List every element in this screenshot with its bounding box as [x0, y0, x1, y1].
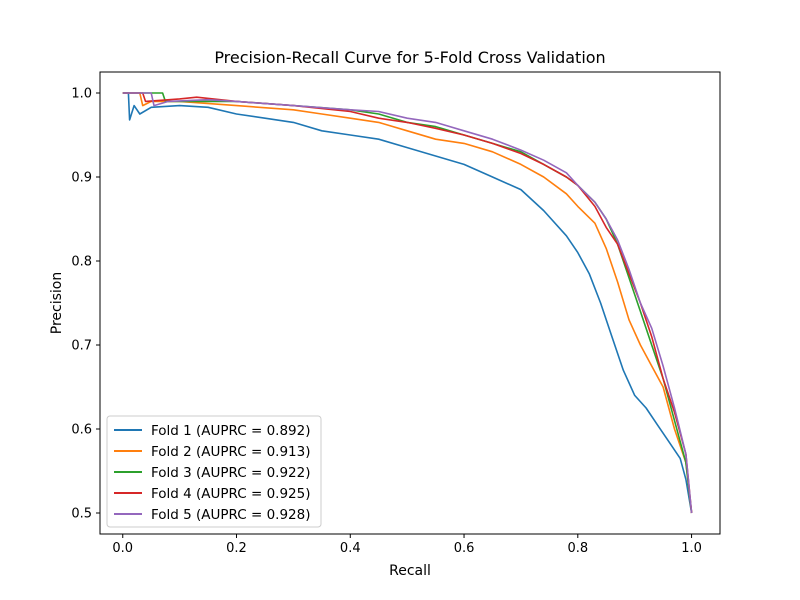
x-tick-label: 1.0 [681, 541, 702, 556]
y-axis-label: Precision [49, 272, 65, 334]
series-line-fold-2 [122, 92, 693, 514]
y-tick-label: 0.9 [71, 171, 92, 186]
chart-title: Precision-Recall Curve for 5-Fold Cross … [214, 48, 605, 67]
y-tick-label: 0.5 [71, 507, 92, 522]
legend-label-fold-5: Fold 5 (AUPRC = 0.928) [151, 507, 311, 523]
series-line-fold-1 [122, 92, 693, 514]
y-tick-label: 0.8 [71, 255, 92, 270]
plot-frame [99, 71, 721, 535]
x-tick-label: 0.6 [454, 541, 475, 556]
series-line-fold-5 [122, 92, 693, 514]
legend: Fold 1 (AUPRC = 0.892) Fold 2 (AUPRC = 0.… [106, 415, 322, 528]
y-tick-label: 0.7 [71, 339, 92, 354]
x-tick-label: 0.8 [567, 541, 588, 556]
x-axis-label: Recall [389, 563, 431, 579]
legend-label-fold-2: Fold 2 (AUPRC = 0.913) [151, 444, 311, 460]
x-tick-label: 0.0 [112, 541, 133, 556]
legend-box [106, 415, 322, 528]
x-axis-ticks: 0.0 0.2 0.4 0.6 0.8 1.0 [112, 534, 702, 556]
legend-label-fold-3: Fold 3 (AUPRC = 0.922) [151, 465, 311, 481]
series-line-fold-4 [122, 92, 693, 514]
x-tick-label: 0.2 [226, 541, 247, 556]
y-axis-ticks: 0.5 0.6 0.7 0.8 0.9 1.0 [71, 87, 100, 522]
x-tick-label: 0.4 [340, 541, 361, 556]
legend-label-fold-4: Fold 4 (AUPRC = 0.925) [151, 486, 311, 502]
y-tick-label: 0.6 [71, 423, 92, 438]
series-layer [122, 92, 693, 514]
y-tick-label: 1.0 [71, 87, 92, 102]
legend-label-fold-1: Fold 1 (AUPRC = 0.892) [151, 423, 311, 439]
